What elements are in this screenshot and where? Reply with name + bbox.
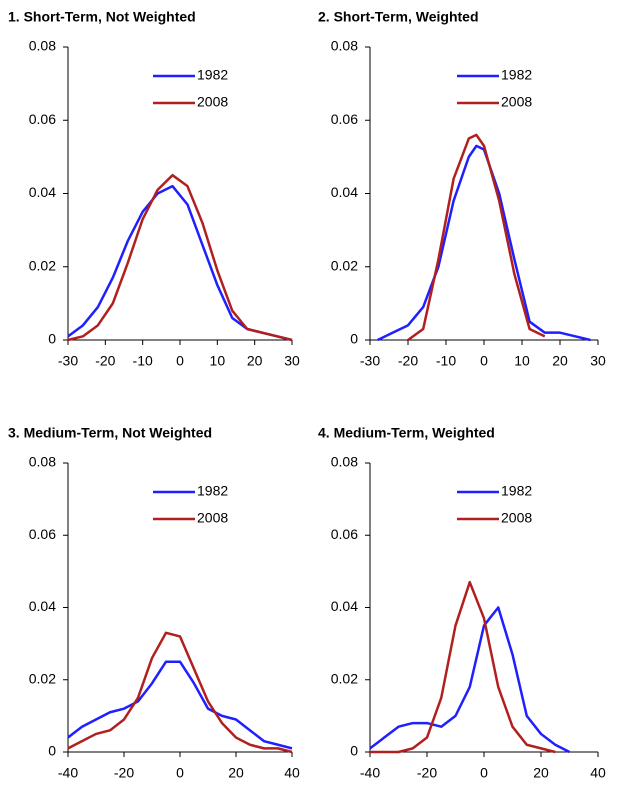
- y-tick-label: 0.06: [29, 111, 56, 127]
- y-tick-label: 0.06: [331, 111, 358, 127]
- x-tick-label: -20: [95, 353, 115, 369]
- x-tick-label: -20: [114, 765, 134, 781]
- series-line: [369, 606, 571, 754]
- x-tick-label: -30: [58, 353, 78, 369]
- legend-label: 2008: [197, 94, 228, 110]
- series-line: [67, 631, 293, 754]
- x-tick-label: 20: [247, 353, 263, 369]
- x-tick-label: 20: [228, 765, 244, 781]
- x-tick-label: -20: [398, 353, 418, 369]
- y-tick-label: 0: [48, 743, 56, 759]
- y-tick-label: 0.04: [29, 598, 56, 614]
- legend-label: 2008: [197, 510, 228, 526]
- legend-label: 2008: [501, 510, 532, 526]
- x-tick-label: 20: [552, 353, 568, 369]
- x-tick-label: 10: [514, 353, 530, 369]
- panel-title: 3. Medium-Term, Not Weighted: [8, 425, 212, 441]
- y-tick-label: 0.08: [29, 454, 56, 470]
- x-tick-label: 0: [480, 765, 488, 781]
- y-tick-label: 0.02: [29, 670, 56, 686]
- x-tick-label: 30: [590, 353, 606, 369]
- x-tick-label: 10: [210, 353, 226, 369]
- legend-label: 1982: [197, 67, 228, 83]
- x-tick-label: 0: [176, 353, 184, 369]
- x-tick-label: -40: [58, 765, 78, 781]
- x-tick-label: -30: [360, 353, 380, 369]
- y-tick-label: 0.02: [29, 257, 56, 273]
- x-tick-label: -10: [133, 353, 153, 369]
- legend-label: 1982: [501, 483, 532, 499]
- series-line: [370, 580, 556, 754]
- legend-label: 1982: [197, 483, 228, 499]
- y-tick-label: 0.04: [29, 184, 56, 200]
- series-line: [377, 144, 591, 342]
- series-line: [67, 660, 293, 750]
- x-tick-label: -20: [417, 765, 437, 781]
- x-tick-label: 0: [480, 353, 488, 369]
- y-tick-label: 0.06: [331, 526, 358, 542]
- x-tick-label: 0: [176, 765, 184, 781]
- y-tick-label: 0.08: [331, 38, 358, 54]
- x-tick-label: -40: [360, 765, 380, 781]
- y-tick-label: 0.02: [331, 670, 358, 686]
- y-tick-label: 0.04: [331, 598, 358, 614]
- series-line: [407, 133, 546, 342]
- series-line: [67, 173, 293, 342]
- panel-title: 1. Short-Term, Not Weighted: [8, 9, 196, 25]
- legend-label: 1982: [501, 67, 532, 83]
- x-tick-label: 40: [284, 765, 300, 781]
- y-tick-label: 0.06: [29, 526, 56, 542]
- x-tick-label: 20: [533, 765, 549, 781]
- panel-title: 2. Short-Term, Weighted: [318, 9, 479, 25]
- y-tick-label: 0: [350, 331, 358, 347]
- y-tick-label: 0: [48, 331, 56, 347]
- legend-label: 2008: [501, 94, 532, 110]
- y-tick-label: 0.02: [331, 257, 358, 273]
- y-tick-label: 0.08: [331, 454, 358, 470]
- x-tick-label: 30: [284, 353, 300, 369]
- series-line: [67, 184, 293, 342]
- x-tick-label: -10: [436, 353, 456, 369]
- y-tick-label: 0: [350, 743, 358, 759]
- x-tick-label: 40: [590, 765, 606, 781]
- y-tick-label: 0.08: [29, 38, 56, 54]
- y-tick-label: 0.04: [331, 184, 358, 200]
- panel-title: 4. Medium-Term, Weighted: [318, 425, 495, 441]
